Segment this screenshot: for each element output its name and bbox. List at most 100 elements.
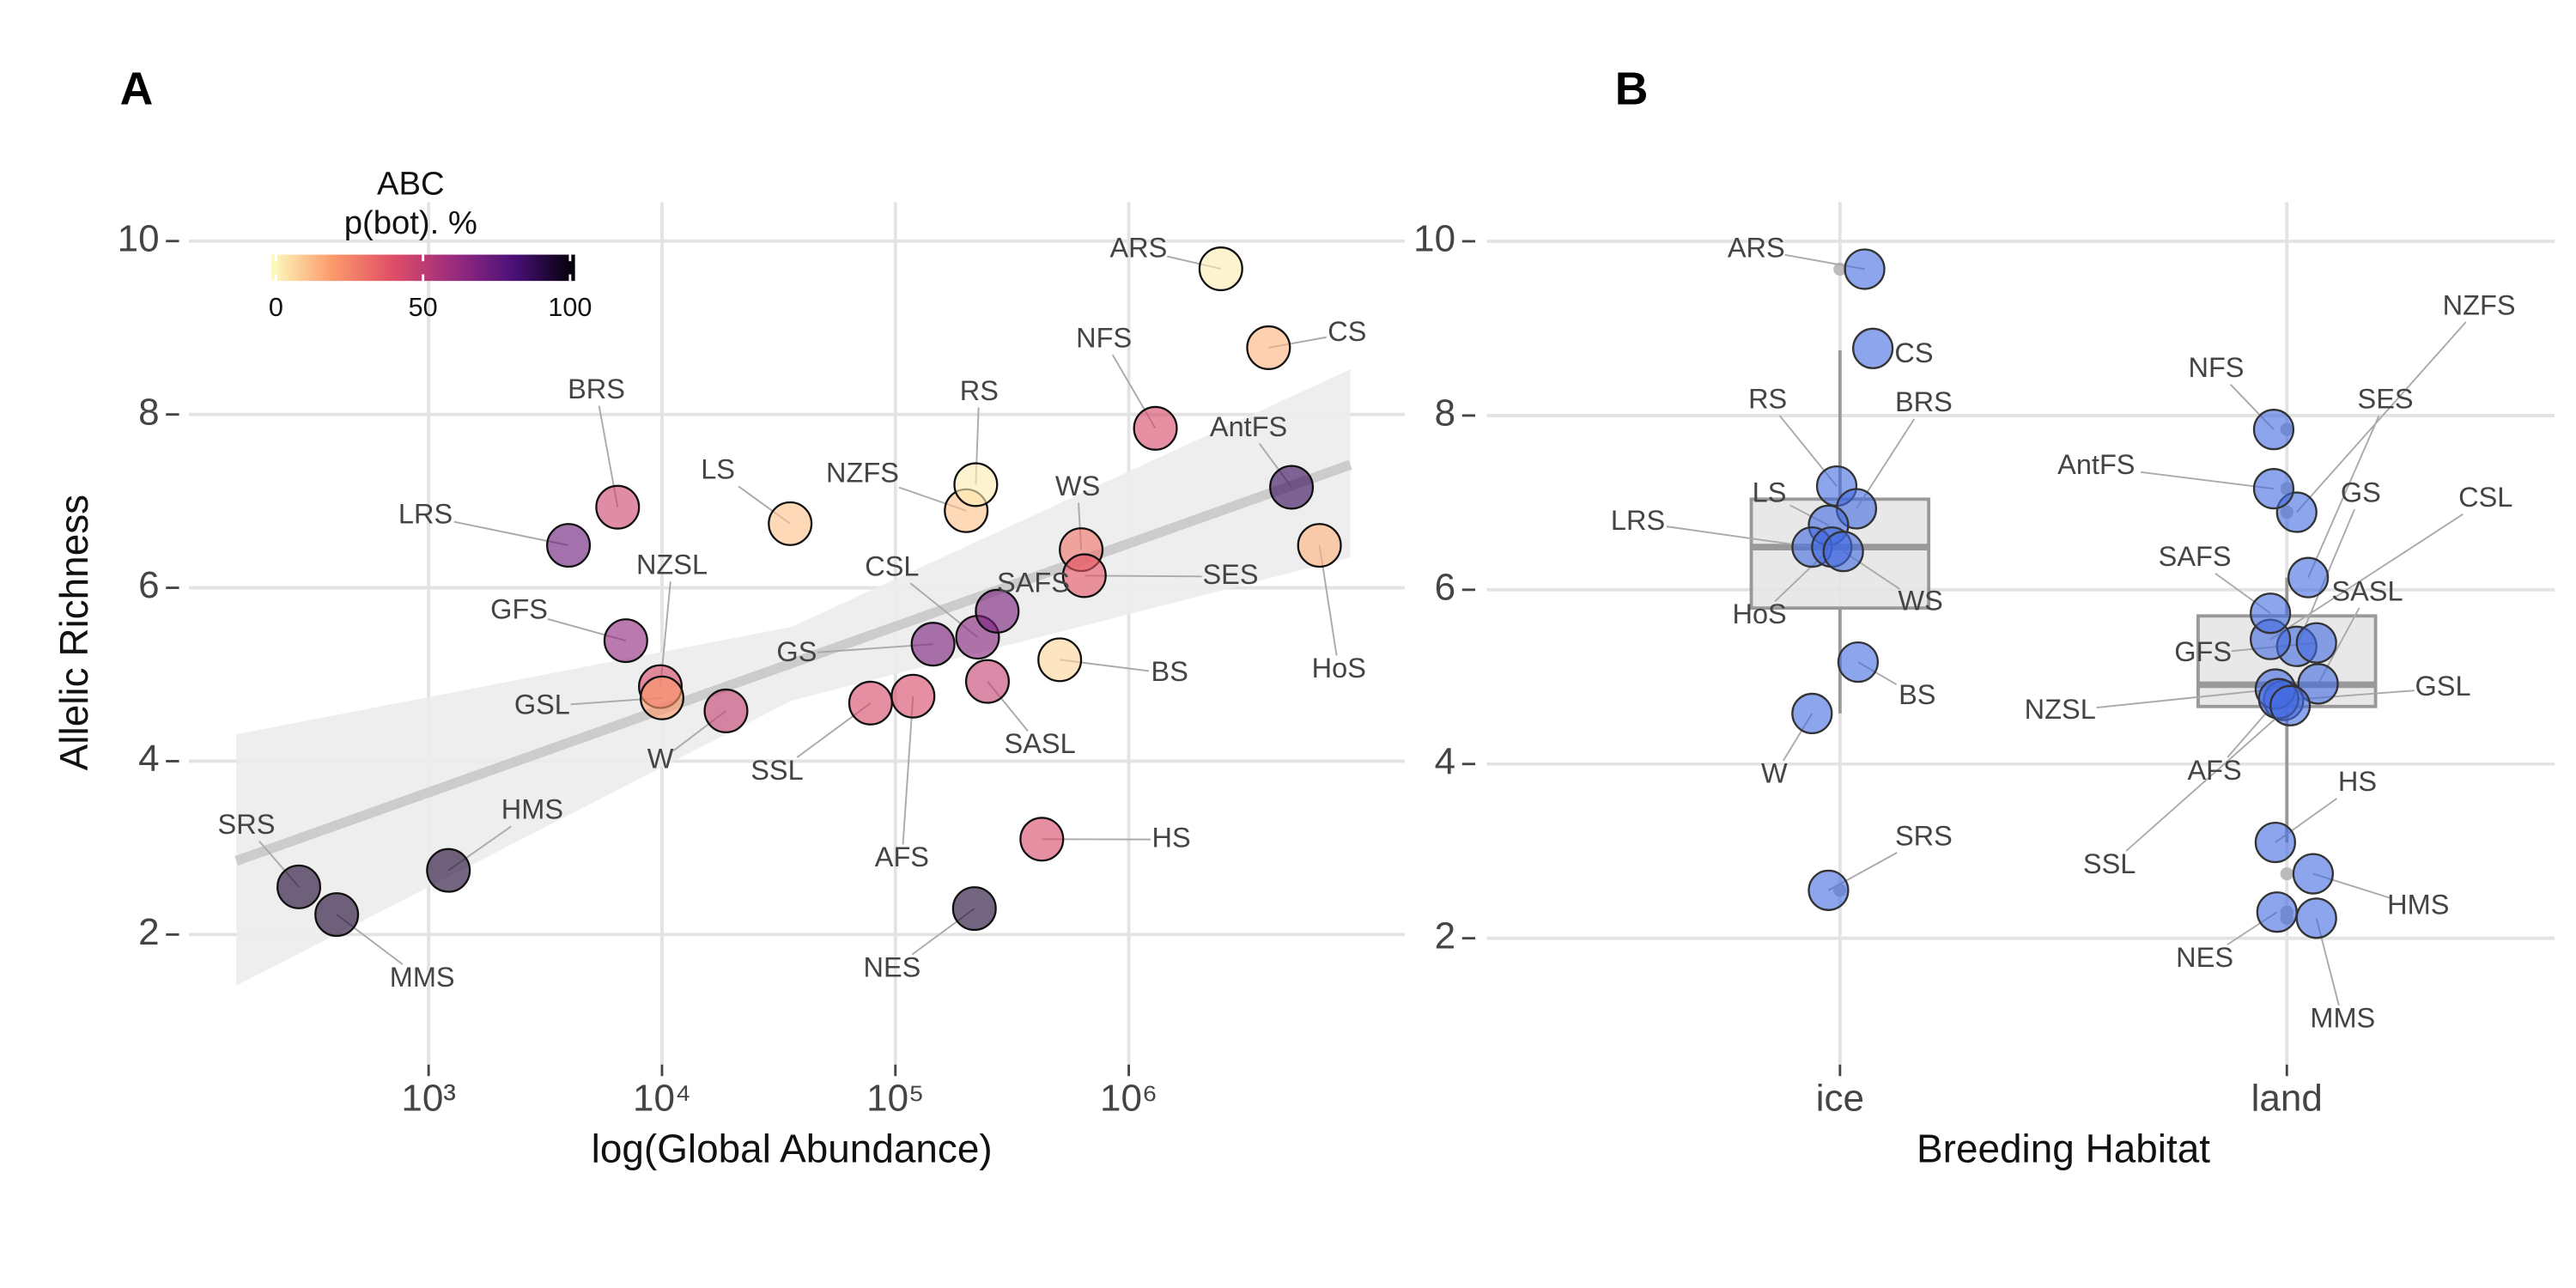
x-tick-label: land — [2251, 1078, 2323, 1120]
x-axis-title: log(Global Abundance) — [592, 1126, 993, 1170]
point-label: WS — [1898, 586, 1942, 617]
x-axis-title: Breeding Habitat — [1917, 1126, 2210, 1170]
point — [1822, 531, 1864, 573]
point — [910, 622, 956, 667]
point-label: ARS — [1728, 232, 1785, 263]
leader-line — [2125, 705, 2291, 852]
point — [1269, 465, 1315, 510]
leader-line — [2140, 471, 2275, 490]
point-label: HMS — [501, 794, 563, 825]
point — [314, 892, 360, 938]
point-label: SES — [2358, 383, 2414, 414]
confidence-band — [236, 369, 1351, 986]
leader-line — [902, 696, 914, 845]
point-label: NES — [863, 951, 920, 982]
y-tick-label: 6 — [1435, 566, 1455, 608]
point-label: WS — [1055, 471, 1100, 501]
point-label: RS — [1748, 383, 1787, 414]
colorbar-tick-label: 50 — [409, 293, 438, 322]
point — [2295, 622, 2337, 664]
leader-line — [2296, 321, 2467, 513]
point-label: LS — [701, 454, 735, 485]
point-label: HS — [1152, 822, 1191, 853]
y-tick-label: 4 — [138, 738, 159, 780]
colorbar-tick-label: 100 — [548, 293, 592, 322]
point — [2250, 592, 2292, 635]
point-label: MMS — [2310, 1003, 2375, 1034]
point-label: NZSL — [2025, 694, 2096, 725]
x-tick-label: 10⁵ — [866, 1078, 924, 1120]
point-label: ARS — [1109, 232, 1167, 263]
point-label: W — [647, 743, 674, 774]
point-label: GSL — [514, 689, 570, 720]
y-tick-label: 6 — [138, 564, 159, 606]
x-tick-label: ice — [1816, 1078, 1864, 1120]
x-tick-label: 10⁶ — [1100, 1078, 1157, 1120]
point — [1061, 553, 1107, 598]
point-label: NFS — [1076, 323, 1132, 354]
point — [2254, 821, 2296, 864]
point-label: MMS — [390, 962, 455, 993]
point-label: SSL — [750, 755, 803, 786]
point — [964, 659, 1011, 704]
leader-line — [2307, 415, 2380, 579]
point — [2256, 891, 2298, 933]
point-label: SSL — [2083, 848, 2136, 879]
point-label: GS — [776, 636, 817, 667]
point-label: SES — [1202, 559, 1258, 590]
outlier — [2280, 866, 2293, 881]
y-tick-label: 2 — [1435, 914, 1455, 957]
point — [1837, 641, 1880, 683]
point — [2292, 853, 2334, 895]
point-label: CSL — [2458, 482, 2512, 513]
point — [1791, 692, 1833, 735]
point — [639, 675, 684, 720]
legend-title: ABC — [377, 165, 445, 202]
x-tick-label: 10⁴ — [633, 1078, 691, 1120]
x-tick-label: 10³ — [401, 1078, 456, 1120]
leader-line — [2269, 513, 2464, 641]
point-label: LRS — [1611, 505, 1665, 536]
point-label: AntFS — [1210, 411, 1287, 442]
point-label: SASL — [2331, 575, 2403, 606]
point-label: GSL — [2415, 671, 2470, 702]
y-tick-label: 8 — [1435, 392, 1455, 434]
point-label: NZFS — [826, 458, 899, 489]
point-label: HoS — [1312, 653, 1366, 683]
point — [546, 523, 592, 568]
point — [1037, 637, 1083, 683]
point-label: SAFS — [997, 568, 1070, 598]
point — [2252, 468, 2295, 510]
fit-line — [234, 459, 1352, 866]
point-label: HoS — [1732, 598, 1786, 629]
panel-letter: A — [120, 64, 154, 114]
point — [1019, 817, 1065, 862]
point-label: LRS — [398, 498, 453, 529]
point-label: LS — [1753, 477, 1787, 507]
point — [1844, 248, 1886, 290]
point — [2269, 684, 2312, 726]
point — [595, 484, 641, 530]
point — [2287, 556, 2330, 598]
point-label: W — [1761, 758, 1788, 789]
point-label: CSL — [865, 551, 919, 582]
point — [951, 886, 997, 932]
point-label: AFS — [2187, 755, 2241, 786]
point — [890, 673, 936, 719]
point — [2295, 897, 2337, 939]
point — [703, 688, 749, 733]
leader-line — [1666, 526, 1813, 549]
leader-line — [2096, 688, 2275, 708]
point-label: SASL — [1005, 728, 1076, 759]
point-label: GS — [2341, 477, 2381, 507]
point-label: RS — [960, 375, 999, 406]
point — [603, 618, 648, 664]
y-tick-label: 8 — [138, 391, 159, 433]
point-label: BS — [1899, 679, 1935, 710]
point — [975, 588, 1020, 634]
y-tick-label: 2 — [138, 911, 159, 953]
point — [2252, 409, 2295, 451]
point-label: AntFS — [2057, 449, 2135, 480]
point-label: SAFS — [2159, 541, 2232, 572]
